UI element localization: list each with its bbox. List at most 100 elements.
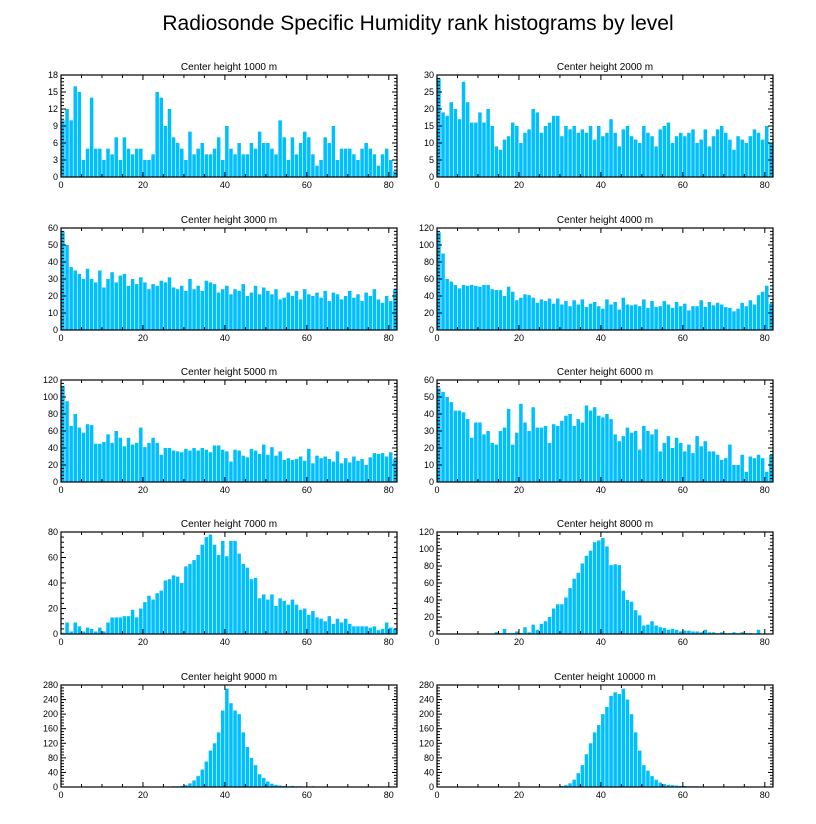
histogram-bar — [752, 458, 757, 482]
y-tick-label: 80 — [424, 753, 434, 763]
histogram-bar — [319, 618, 323, 634]
histogram-bar — [393, 171, 397, 177]
histogram-bar — [646, 307, 650, 330]
histogram-bar — [163, 282, 168, 330]
histogram-bar — [323, 290, 327, 330]
histogram-bar — [699, 446, 703, 482]
histogram-bar — [286, 604, 291, 634]
histogram-bar — [180, 285, 184, 330]
histogram-bar — [110, 617, 114, 634]
x-tick-label: 0 — [58, 333, 63, 343]
histogram-bar — [474, 422, 478, 482]
histogram-bar — [241, 732, 245, 787]
histogram-bar — [323, 456, 327, 482]
histogram-bar — [556, 115, 560, 177]
histogram-bar — [139, 277, 143, 330]
histogram-bar — [204, 449, 209, 482]
histogram-bar — [73, 86, 77, 177]
histogram-bar — [245, 746, 250, 787]
histogram-bar — [73, 622, 77, 634]
histogram-bar — [527, 431, 531, 482]
histogram-bar — [494, 146, 499, 177]
histogram-bar — [613, 564, 617, 634]
histogram-bar — [564, 597, 568, 634]
histogram-bar — [102, 287, 106, 330]
histogram-bar — [339, 463, 344, 482]
histogram-bar — [744, 306, 749, 330]
histogram-bar — [687, 630, 691, 634]
histogram-bar — [98, 148, 102, 177]
histogram-bar — [261, 777, 266, 787]
histogram-bar — [601, 136, 605, 177]
histogram-bar — [740, 454, 744, 482]
histogram-bar — [315, 617, 319, 634]
histogram-bar — [200, 544, 205, 634]
histogram-bar — [372, 154, 377, 177]
histogram-panel-1: Center height 1000 m 0 20 40 60 80 0 3 6 9 12 15 18 — [48, 62, 398, 190]
histogram-bar — [319, 297, 323, 330]
histogram-bar — [257, 294, 262, 330]
histogram-bar — [171, 450, 176, 482]
histogram-bar — [257, 598, 262, 634]
histogram-bar — [674, 437, 679, 482]
histogram-bar — [629, 305, 634, 330]
x-tick-label: 20 — [514, 637, 524, 647]
panel-title: Center height 7000 m — [181, 519, 277, 530]
histogram-bar — [654, 429, 658, 482]
histogram-bar — [192, 780, 196, 787]
histogram-bar — [523, 422, 527, 482]
y-tick-label: 20 — [424, 612, 434, 622]
histogram-bar — [551, 424, 556, 482]
histogram-bar — [637, 750, 642, 787]
histogram-bar — [212, 148, 217, 177]
histogram-bar — [650, 621, 654, 634]
histogram-bar — [270, 594, 274, 634]
histogram-bar — [580, 299, 585, 330]
histogram-bar — [646, 132, 650, 177]
histogram-bar — [175, 451, 180, 482]
histogram-bar — [274, 605, 278, 634]
histogram-bar — [703, 441, 708, 482]
histogram-bar — [106, 148, 110, 177]
histogram-bar — [650, 776, 654, 787]
histogram-bar — [237, 450, 241, 482]
histogram-bar — [114, 617, 118, 634]
histogram-bar — [597, 126, 601, 177]
histogram-bar — [229, 148, 233, 177]
histogram-bar — [77, 626, 82, 634]
histogram-bar — [519, 297, 523, 330]
histogram-bar — [102, 442, 106, 482]
histogram-panel-6: Center height 6000 m 0 20 40 60 80 0 10 20 30 40 50… — [424, 367, 774, 495]
histogram-bar — [621, 688, 626, 787]
x-tick-label: 60 — [302, 180, 312, 190]
y-tick-label: 120 — [419, 527, 434, 537]
histogram-bar — [674, 629, 679, 634]
histogram-bar — [298, 143, 303, 177]
x-tick-label: 0 — [58, 180, 63, 190]
histogram-panel-7: Center height 7000 m 0 20 40 60 80 0 20 40 60 80 — [48, 519, 398, 647]
histogram-bar — [543, 425, 548, 482]
histogram-bar — [221, 449, 225, 482]
histogram-bar — [490, 442, 494, 482]
x-tick-label: 80 — [760, 333, 770, 343]
histogram-bar — [523, 132, 527, 177]
x-tick-label: 0 — [434, 637, 439, 647]
y-tick-label: 20 — [424, 443, 434, 453]
y-tick-label: 0 — [53, 172, 58, 182]
y-tick-label: 40 — [424, 409, 434, 419]
y-tick-label: 240 — [43, 695, 58, 705]
histogram-bar — [457, 119, 462, 177]
histogram-bar — [126, 616, 131, 634]
histogram-bar — [609, 695, 613, 787]
histogram-bar — [221, 540, 225, 634]
histogram-bar — [204, 761, 209, 787]
y-tick-label: 50 — [48, 240, 58, 250]
histogram-bar — [139, 148, 143, 177]
histogram-bar — [360, 148, 364, 177]
histogram-bar — [327, 459, 332, 482]
histogram-bar — [674, 785, 679, 787]
histogram-bar — [196, 776, 200, 787]
y-tick-label: 40 — [48, 257, 58, 267]
x-tick-label: 0 — [434, 790, 439, 800]
histogram-bar — [441, 112, 445, 177]
